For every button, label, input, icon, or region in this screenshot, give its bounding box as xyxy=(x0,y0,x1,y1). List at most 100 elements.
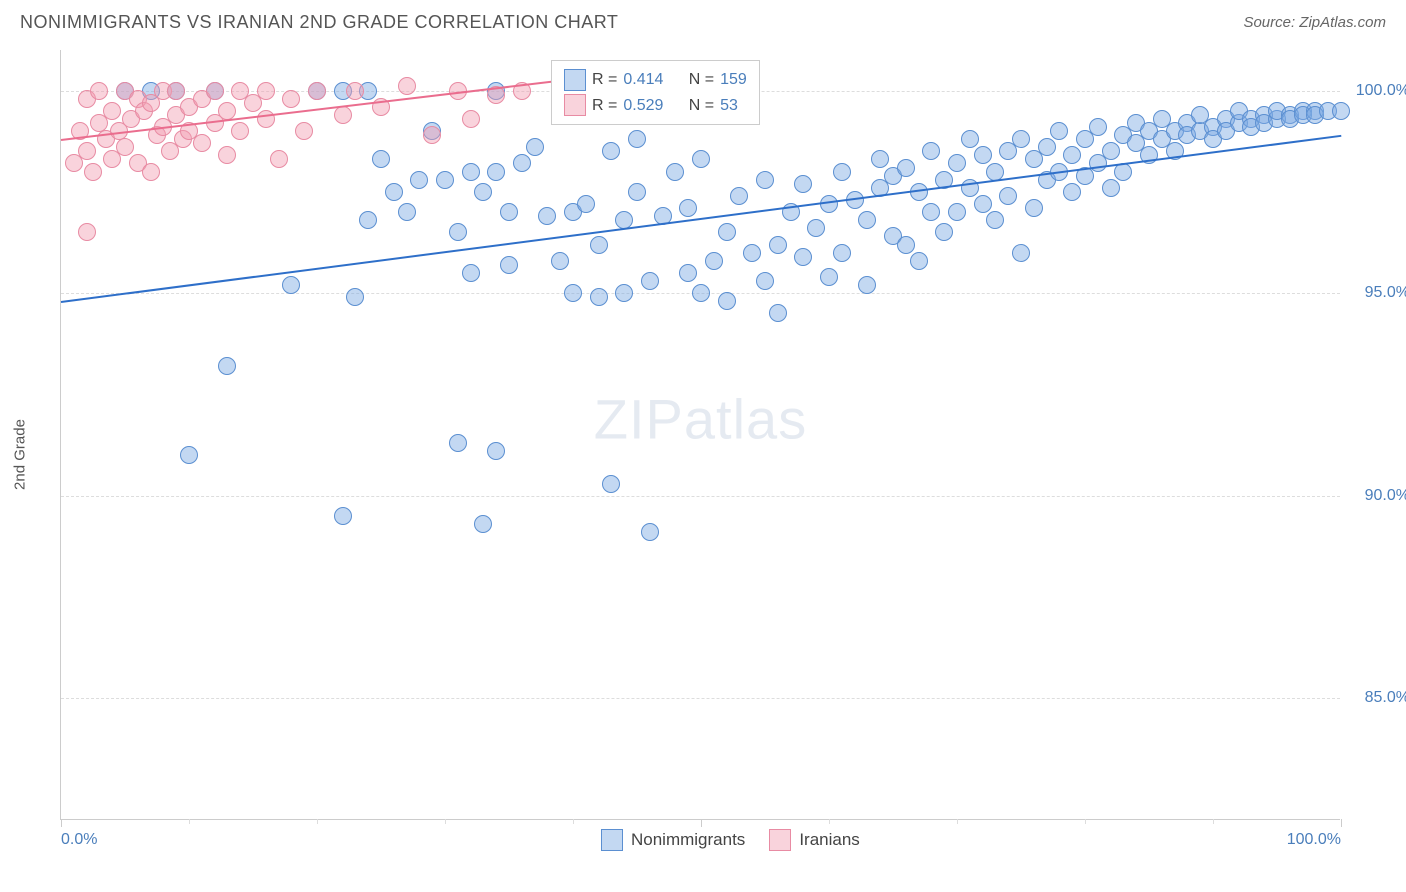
x-major-tick xyxy=(61,819,62,827)
data-point xyxy=(90,82,108,100)
grid-line xyxy=(61,698,1340,699)
data-point xyxy=(833,163,851,181)
data-point xyxy=(167,82,185,100)
data-point xyxy=(257,110,275,128)
data-point xyxy=(462,163,480,181)
data-point xyxy=(1012,244,1030,262)
data-point xyxy=(257,82,275,100)
data-point xyxy=(922,142,940,160)
data-point xyxy=(615,284,633,302)
legend-swatch xyxy=(564,94,586,116)
data-point xyxy=(359,211,377,229)
legend-row: R = 0.414 N = 159 xyxy=(564,67,747,93)
data-point xyxy=(270,150,288,168)
data-point xyxy=(449,434,467,452)
data-point xyxy=(1012,130,1030,148)
data-point xyxy=(590,236,608,254)
data-point xyxy=(935,223,953,241)
data-point xyxy=(1050,122,1068,140)
data-point xyxy=(628,130,646,148)
x-tick-label: 0.0% xyxy=(61,831,97,849)
legend-r-label: R = xyxy=(592,93,617,119)
data-point xyxy=(641,523,659,541)
data-point xyxy=(692,284,710,302)
legend-n-value: 53 xyxy=(720,93,738,119)
y-axis-title: 2nd Grade xyxy=(12,419,29,490)
data-point xyxy=(282,90,300,108)
data-point xyxy=(628,183,646,201)
series-legend-item: Nonimmigrants xyxy=(601,829,745,851)
legend-n-label: N = xyxy=(689,93,714,119)
data-point xyxy=(334,507,352,525)
data-point xyxy=(718,292,736,310)
x-tick-label: 100.0% xyxy=(1287,831,1341,849)
data-point xyxy=(641,272,659,290)
data-point xyxy=(679,199,697,217)
chart-header: NONIMMIGRANTS VS IRANIAN 2ND GRADE CORRE… xyxy=(0,0,1406,41)
data-point xyxy=(308,82,326,100)
data-point xyxy=(794,248,812,266)
data-point xyxy=(231,122,249,140)
data-point xyxy=(282,276,300,294)
x-major-tick xyxy=(701,819,702,827)
data-point xyxy=(218,357,236,375)
data-point xyxy=(974,195,992,213)
data-point xyxy=(474,183,492,201)
data-point xyxy=(769,304,787,322)
x-minor-tick xyxy=(1085,819,1086,824)
data-point xyxy=(974,146,992,164)
data-point xyxy=(78,142,96,160)
data-point xyxy=(218,102,236,120)
data-point xyxy=(1102,142,1120,160)
legend-swatch xyxy=(564,69,586,91)
series-legend-item: Iranians xyxy=(769,829,859,851)
x-minor-tick xyxy=(1213,819,1214,824)
data-point xyxy=(193,134,211,152)
legend-row: R = 0.529 N = 53 xyxy=(564,93,747,119)
data-point xyxy=(756,171,774,189)
series-legend-label: Iranians xyxy=(799,830,859,850)
chart-plot-area: ZIPatlas 85.0%90.0%95.0%100.0%0.0%100.0%… xyxy=(60,50,1340,820)
data-point xyxy=(462,110,480,128)
data-point xyxy=(590,288,608,306)
x-minor-tick xyxy=(445,819,446,824)
data-point xyxy=(487,163,505,181)
data-point xyxy=(833,244,851,262)
data-point xyxy=(1089,118,1107,136)
data-point xyxy=(1025,199,1043,217)
data-point xyxy=(462,264,480,282)
watermark: ZIPatlas xyxy=(594,387,807,452)
data-point xyxy=(577,195,595,213)
data-point xyxy=(858,211,876,229)
chart-title: NONIMMIGRANTS VS IRANIAN 2ND GRADE CORRE… xyxy=(20,12,618,33)
legend-r-value: 0.414 xyxy=(623,67,663,93)
legend-r-value: 0.529 xyxy=(623,93,663,119)
data-point xyxy=(999,187,1017,205)
data-point xyxy=(679,264,697,282)
data-point xyxy=(526,138,544,156)
data-point xyxy=(84,163,102,181)
data-point xyxy=(986,211,1004,229)
data-point xyxy=(398,77,416,95)
data-point xyxy=(334,106,352,124)
data-point xyxy=(602,142,620,160)
data-point xyxy=(103,102,121,120)
data-point xyxy=(385,183,403,201)
data-point xyxy=(218,146,236,164)
chart-source: Source: ZipAtlas.com xyxy=(1243,14,1386,31)
data-point xyxy=(564,284,582,302)
data-point xyxy=(78,223,96,241)
data-point xyxy=(730,187,748,205)
x-minor-tick xyxy=(189,819,190,824)
legend-n-value: 159 xyxy=(720,67,747,93)
series-legend-label: Nonimmigrants xyxy=(631,830,745,850)
data-point xyxy=(346,82,364,100)
data-point xyxy=(807,219,825,237)
data-point xyxy=(692,150,710,168)
y-tick-label: 100.0% xyxy=(1356,82,1406,100)
data-point xyxy=(116,138,134,156)
data-point xyxy=(961,130,979,148)
data-point xyxy=(858,276,876,294)
data-point xyxy=(922,203,940,221)
data-point xyxy=(1063,146,1081,164)
